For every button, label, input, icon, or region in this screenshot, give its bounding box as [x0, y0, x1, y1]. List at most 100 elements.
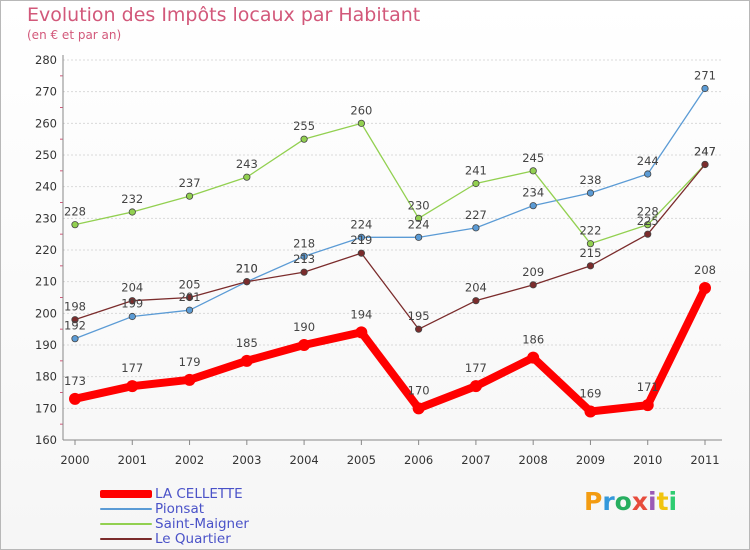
- data-point: [71, 335, 79, 343]
- logo-letter: o: [614, 487, 632, 516]
- y-tick-label: 250: [35, 148, 57, 162]
- data-label: 201: [179, 290, 201, 304]
- data-label: 185: [236, 336, 258, 350]
- data-label: 245: [522, 151, 544, 165]
- data-point: [641, 399, 654, 412]
- data-label: 195: [408, 309, 430, 323]
- y-tick-label: 180: [35, 370, 57, 384]
- x-tick-label: 2001: [118, 453, 147, 467]
- data-label: 228: [64, 205, 86, 219]
- data-label: 243: [236, 157, 258, 171]
- x-tick-label: 2005: [347, 453, 376, 467]
- data-point: [701, 160, 709, 169]
- data-label: 194: [350, 307, 372, 321]
- y-tick-label: 200: [35, 306, 57, 320]
- data-point: [71, 221, 79, 229]
- data-point: [355, 326, 368, 339]
- data-label: 215: [579, 246, 601, 260]
- data-point: [529, 167, 537, 175]
- y-tick-label: 190: [35, 338, 57, 352]
- data-label: 224: [350, 217, 372, 231]
- data-point: [699, 282, 711, 294]
- logo-letter: P: [584, 487, 603, 516]
- data-label: 230: [408, 198, 430, 212]
- legend-label: Le Quartier: [155, 530, 231, 547]
- proxiti-logo: Proxiti: [584, 487, 677, 516]
- data-point: [469, 380, 482, 393]
- y-tick-label: 170: [35, 401, 57, 415]
- x-tick-label: 2003: [232, 453, 261, 467]
- x-tick-label: 2004: [289, 453, 318, 467]
- data-label: 177: [465, 361, 487, 375]
- data-label: 204: [121, 281, 143, 295]
- data-point: [586, 189, 595, 197]
- data-label: 213: [293, 252, 315, 266]
- data-label: 209: [522, 265, 544, 279]
- data-point: [71, 316, 79, 324]
- data-point: [415, 233, 423, 241]
- y-tick-label: 230: [35, 211, 57, 225]
- data-label: 222: [579, 224, 601, 238]
- data-label: 234: [522, 186, 544, 200]
- data-point: [644, 221, 652, 229]
- data-label: 171: [637, 380, 659, 394]
- data-label: 210: [236, 262, 258, 276]
- data-label: 169: [579, 387, 601, 401]
- x-tick-label: 2008: [519, 453, 548, 467]
- legend-swatch: [100, 507, 152, 510]
- series-line-la-cellette: [71, 284, 709, 416]
- data-point: [472, 224, 480, 232]
- data-point: [183, 373, 196, 386]
- legend-label: Pionsat: [155, 500, 205, 517]
- data-point: [128, 312, 136, 321]
- legend-label: Saint-Maigner: [155, 515, 249, 532]
- legend-entry: Le Quartier: [100, 530, 231, 547]
- data-point: [128, 208, 136, 216]
- x-tick-label: 2007: [461, 453, 490, 467]
- data-point: [126, 380, 139, 393]
- logo-letter: t: [656, 487, 669, 516]
- y-tick-label: 270: [35, 85, 57, 99]
- data-label: 224: [408, 217, 430, 231]
- legend-swatch: [100, 522, 152, 525]
- data-label: 173: [64, 374, 86, 388]
- series-line-le-quartier: [74, 163, 706, 330]
- data-label: 192: [64, 319, 86, 333]
- x-tick-label: 2011: [690, 453, 719, 467]
- data-point: [586, 262, 595, 270]
- data-point: [644, 230, 652, 238]
- data-point: [357, 249, 365, 257]
- data-label: 198: [64, 300, 86, 314]
- data-label: 228: [637, 205, 659, 219]
- data-point: [185, 192, 194, 200]
- y-tick-label: 260: [35, 116, 57, 130]
- data-label: 255: [293, 119, 315, 133]
- data-point: [415, 214, 423, 222]
- data-label: 177: [121, 361, 143, 375]
- y-tick-label: 210: [35, 275, 57, 289]
- x-tick-label: 2002: [175, 453, 204, 467]
- data-point: [69, 392, 81, 405]
- legend-entry: LA CELLETTE: [100, 486, 243, 502]
- data-label: 190: [293, 320, 315, 334]
- y-tick-label: 160: [35, 433, 57, 447]
- data-point: [529, 202, 537, 210]
- data-label: 199: [121, 297, 143, 311]
- data-label: 205: [179, 278, 201, 292]
- data-point: [243, 278, 251, 286]
- data-point: [300, 252, 308, 260]
- data-point: [240, 354, 253, 367]
- data-point: [185, 306, 194, 314]
- data-label: 170: [408, 383, 430, 397]
- series-line-pionsat: [74, 87, 706, 340]
- x-tick-label: 2010: [633, 453, 662, 467]
- data-point: [243, 173, 251, 181]
- legend-entry: Pionsat: [100, 500, 205, 517]
- data-label: 179: [179, 355, 201, 369]
- data-label: 271: [694, 69, 716, 83]
- data-label: 244: [637, 154, 659, 168]
- data-label: 208: [694, 263, 716, 277]
- logo-letter: r: [602, 487, 615, 516]
- x-tick-label: 2006: [404, 453, 433, 467]
- data-point: [527, 351, 540, 364]
